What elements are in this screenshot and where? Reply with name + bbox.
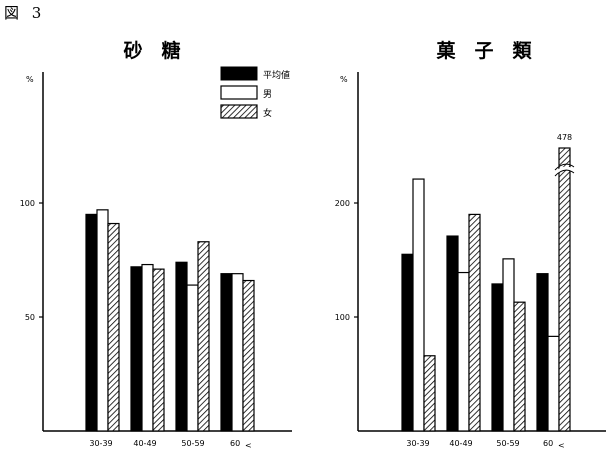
x-category-label: 30-39: [406, 439, 429, 448]
bar-female-60plus: [558, 147, 571, 432]
legend-swatch-male: [220, 85, 258, 100]
right-y-unit: %: [340, 75, 348, 84]
legend-swatch-female: [220, 104, 258, 119]
x-category-label: 40-49: [449, 439, 472, 448]
y-tick-label: 50: [25, 313, 35, 322]
left-chart-title: 砂 糖: [123, 39, 180, 62]
bar-female-30-39: [107, 222, 120, 432]
bar-male-50-59: [186, 284, 199, 432]
bar-mean-50-59: [175, 261, 188, 432]
bar-male-60plus: [231, 273, 244, 432]
legend-label-male: 男: [263, 89, 272, 100]
left-y-unit: %: [26, 75, 34, 84]
bar-female-50-59: [513, 301, 526, 432]
y-tick-label: 100: [20, 199, 35, 208]
x-category-label: 50-59: [496, 439, 519, 448]
legend: 平均値 男 女: [220, 66, 290, 119]
x-category-less-than-sign: <: [558, 441, 565, 450]
bar-male-40-49: [457, 271, 470, 432]
bar-mean-60plus: [220, 273, 233, 432]
y-tick-label: 100: [335, 313, 350, 322]
x-category-label: 30-39: [89, 439, 112, 448]
axis-break-line: [554, 163, 575, 171]
axis-break-gap: [553, 166, 575, 176]
x-category-label: 40-49: [133, 439, 156, 448]
y-tick-label: 200: [335, 199, 350, 208]
bar-male-30-39: [412, 178, 425, 432]
bar-mean-30-39: [85, 213, 98, 432]
bar-male-60plus: [547, 335, 560, 432]
axis-break-line: [554, 169, 575, 177]
legend-label-mean: 平均値: [263, 69, 290, 81]
bar-mean-50-59: [491, 283, 504, 432]
bar-mean-60plus: [536, 273, 549, 432]
legend-swatch-mean: [220, 66, 258, 81]
figure-label: 図 3: [4, 4, 46, 22]
bar-male-30-39: [96, 209, 109, 432]
x-category-label: 60: [543, 439, 553, 448]
bar-mean-40-49: [446, 235, 459, 432]
bar-male-50-59: [502, 258, 515, 432]
x-category-less-than-sign: <: [245, 441, 252, 450]
right-chart-title: 菓 子 類: [435, 39, 532, 62]
bar-female-50-59: [197, 241, 210, 432]
bar-female-60plus: [242, 279, 255, 432]
x-category-label: 60: [230, 439, 240, 448]
bar-female-40-49: [468, 213, 481, 432]
x-category-label: 50-59: [181, 439, 204, 448]
bar-male-40-49: [141, 263, 154, 432]
bar-value-annotation: 478: [557, 133, 572, 142]
bar-mean-40-49: [130, 266, 143, 432]
bar-mean-30-39: [401, 253, 414, 432]
legend-label-female: 女: [263, 107, 272, 119]
bar-female-30-39: [423, 355, 436, 432]
bar-female-40-49: [152, 268, 165, 432]
